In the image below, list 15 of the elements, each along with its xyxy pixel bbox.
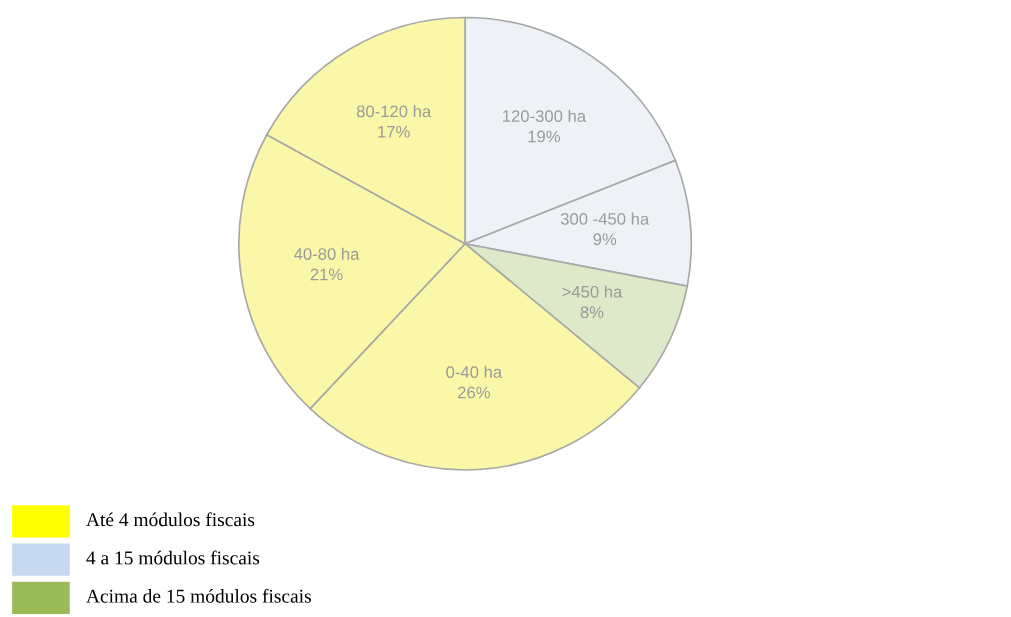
data-label: 17% [378,125,410,138]
text: 4 a 15 módulos fiscais [86,550,260,565]
data-label: 26% [458,386,490,399]
slice-label: 80-120 ha [356,105,432,118]
slice-label: 120-300 ha [503,109,587,122]
slice-label: >450 ha [562,285,623,298]
slice-label: 300 -450 ha [560,212,650,225]
data-label: 21% [310,268,343,281]
data-label: 9% [593,233,617,246]
data-label: 8% [580,306,604,319]
text: Até 4 módulos fiscais [86,512,255,527]
slice-label: 40-80 ha [294,247,360,260]
data-label: 19% [528,130,560,143]
slice-label: 0-40 ha [446,365,503,378]
text: Acima de 15 módulos fiscais [86,588,311,603]
